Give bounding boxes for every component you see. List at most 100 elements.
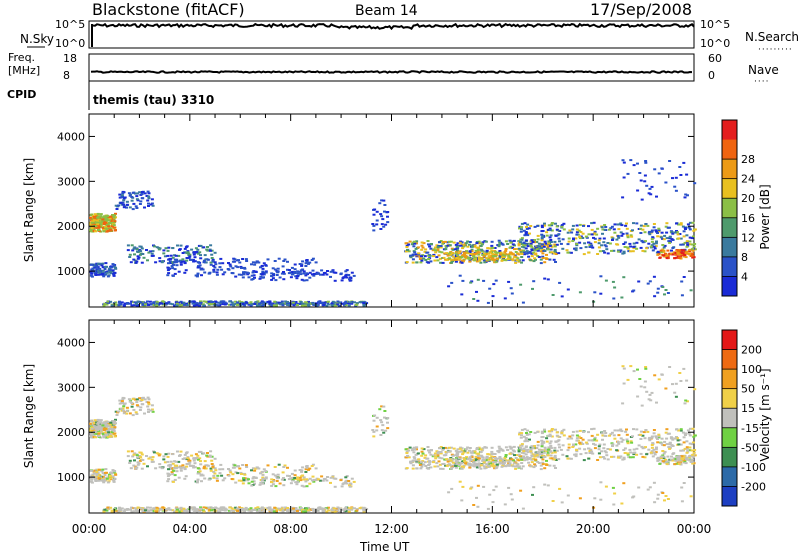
data-cell [145,401,149,403]
data-cell [560,430,564,433]
data-cell [592,236,595,239]
data-cell [289,276,293,279]
data-cell [541,257,545,260]
data-cell [478,259,482,262]
data-cell [166,460,170,463]
data-cell [458,464,461,466]
data-cell [291,508,295,511]
x-tick-label: 12:00 [374,522,409,536]
data-cell [540,444,544,447]
data-cell [205,507,209,510]
data-cell [312,478,316,481]
data-cell [112,272,116,275]
data-cell [611,486,615,489]
data-cell [150,252,154,255]
data-cell [264,271,268,274]
data-cell [676,249,680,252]
data-cell [692,435,696,438]
data-cell [460,467,464,470]
data-cell [546,484,550,487]
data-cell [139,458,143,461]
data-cell [575,449,579,451]
data-cell [624,430,628,433]
data-cell [665,222,669,225]
data-cell [270,478,274,481]
data-cell [111,269,115,272]
data-cell [199,460,202,463]
data-cell [436,465,440,468]
data-cell [432,461,435,464]
data-cell [674,382,678,385]
data-cell [514,259,517,262]
data-cell [498,460,502,463]
data-cell [520,237,524,240]
data-cell [223,303,227,306]
data-cell [382,405,386,408]
data-cell [230,301,234,304]
data-cell [555,228,559,231]
data-cell [212,268,216,271]
data-cell [318,301,322,304]
data-cell [314,479,318,481]
data-cell [326,506,330,509]
data-cell [606,448,610,450]
data-cell [139,456,143,459]
data-cell [652,223,656,225]
data-cell [125,203,129,206]
data-cell [587,431,590,434]
data-cell [213,266,217,269]
data-cell [629,245,633,248]
data-cell [682,235,686,238]
data-cell [477,251,481,254]
data-cell [255,466,259,469]
data-cell [553,243,557,246]
data-cell [229,509,233,512]
data-cell [612,503,616,506]
data-cell [439,245,443,247]
data-cell [145,455,148,457]
data-cell [543,222,546,225]
data-cell [252,480,256,483]
data-cell [108,217,112,220]
data-cell [525,432,528,434]
data-cell [629,365,633,368]
data-cell [428,254,432,257]
data-cell [535,454,539,457]
data-cell [492,465,496,467]
data-cell [206,452,209,454]
freq-trace [90,70,693,74]
data-cell [632,242,636,245]
data-cell [684,434,687,436]
data-cell [648,233,652,236]
data-cell [462,244,466,247]
data-cell [593,291,597,294]
data-cell [415,446,419,449]
data-cell [90,275,94,278]
data-cell [604,279,608,282]
data-cell [223,271,227,274]
data-cell [196,480,199,483]
data-cell [175,464,179,467]
data-cell [348,508,352,511]
data-cell [457,461,461,464]
data-cell [648,393,652,396]
data-cell [487,461,491,464]
data-cell [490,450,494,453]
data-cell [201,509,205,512]
data-cell [622,243,626,245]
data-cell [307,262,310,265]
data-cell [455,251,458,254]
data-cell [590,233,594,236]
data-cell [208,249,212,252]
data-cell [213,261,217,264]
data-cell [492,489,496,492]
data-cell [664,431,668,434]
data-cell [258,510,262,513]
data-cell [519,457,523,460]
data-cell [632,222,635,225]
data-cell [331,476,335,479]
data-cell [182,260,186,263]
data-cell [211,259,215,262]
data-cell [514,261,518,264]
data-cell [519,436,523,439]
